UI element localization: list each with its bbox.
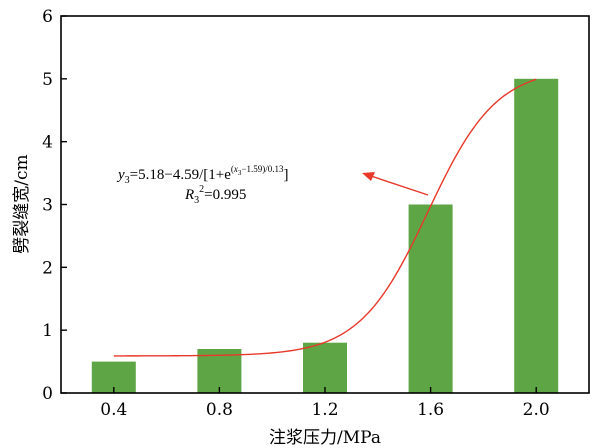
x-tick-label: 1.6	[417, 400, 444, 420]
y-tick-label: 3	[42, 196, 53, 216]
x-axis-title: 注浆压力/MPa	[269, 428, 381, 448]
arrow-head	[362, 172, 375, 181]
y-tick-label: 6	[42, 7, 53, 27]
bar-1.6	[408, 204, 453, 393]
x-axis-ticks: 0.4 0.8 1.2 1.6 2.0	[100, 387, 550, 420]
arrow-line	[367, 174, 429, 196]
x-tick-label: 1.2	[311, 400, 338, 420]
bars-group	[91, 78, 559, 394]
equation-line-1: y3=5.18−4.59/[1+e(x3−1.59)/0.13]	[116, 164, 288, 186]
bar-0.8	[197, 349, 242, 393]
y-tick-label: 5	[42, 70, 53, 90]
bar-1.2	[303, 342, 347, 393]
y-tick-label: 1	[42, 321, 53, 341]
equation-annotation: y3=5.18−4.59/[1+e(x3−1.59)/0.13] R32=0.9…	[116, 164, 429, 206]
y-tick-label: 2	[42, 258, 53, 278]
y-axis-title: 劈裂缝宽/cm	[12, 154, 32, 253]
y-tick-label: 0	[42, 384, 53, 404]
x-tick-label: 0.8	[206, 400, 233, 420]
x-tick-label: 2.0	[523, 400, 550, 420]
y-tick-label: 4	[42, 133, 53, 153]
x-tick-label: 0.4	[100, 400, 127, 420]
y-axis-ticks: 0 1 2 3 4 5 6	[42, 7, 67, 404]
fit-curve	[113, 78, 537, 357]
bar-2.0	[514, 78, 559, 394]
plot-frame	[60, 15, 590, 394]
equation-line-2: R32=0.995	[184, 184, 246, 206]
